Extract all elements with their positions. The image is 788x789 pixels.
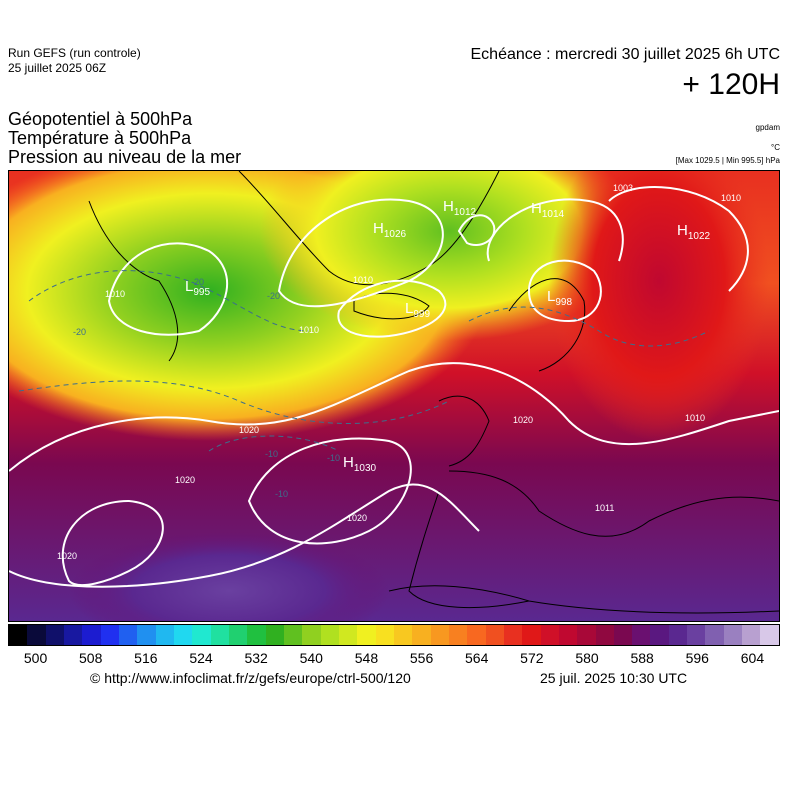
colorbar-swatch bbox=[540, 625, 559, 645]
isotherm-label: -10 bbox=[275, 489, 288, 499]
colorbar-tick-label: 524 bbox=[189, 650, 213, 666]
colorbar-swatch bbox=[173, 625, 193, 645]
weather-map-canvas: L995 H1026 H1012 H1014 L999 H1022 L998 H… bbox=[9, 171, 779, 621]
colorbar-swatch bbox=[118, 625, 138, 645]
colorbar-swatch bbox=[375, 625, 394, 645]
isobar-label: 1010 bbox=[721, 193, 741, 203]
colorbar-swatch bbox=[668, 625, 688, 645]
colorbar-swatch bbox=[650, 625, 669, 645]
colorbar-tick-label: 540 bbox=[299, 650, 323, 666]
parameter-geopotential: Géopotentiel à 500hPa bbox=[8, 109, 193, 129]
isotherm-label: -10 bbox=[265, 449, 278, 459]
colorbar-swatch bbox=[63, 625, 83, 645]
colorbar-tick-label: 508 bbox=[79, 650, 103, 666]
isotherm-label: -10 bbox=[327, 453, 340, 463]
colorbar-swatch bbox=[338, 625, 358, 645]
colorbar-swatch bbox=[82, 625, 101, 645]
colorbar-swatch bbox=[467, 625, 486, 645]
colorbar-swatch bbox=[210, 625, 229, 645]
run-date: 25 juillet 2025 06Z bbox=[8, 61, 107, 75]
colorbar-swatch bbox=[228, 625, 248, 645]
colorbar-tick-label: 580 bbox=[575, 650, 599, 666]
colorbar-swatch bbox=[27, 625, 46, 645]
unit-pressure-range: [Max 1029.5 | Min 995.5] hPa bbox=[675, 156, 780, 165]
issued-time: 25 juil. 2025 10:30 UTC bbox=[540, 670, 688, 686]
colorbar-swatch bbox=[448, 625, 468, 645]
isobar-label: 1011 bbox=[595, 503, 614, 513]
colorbar-swatch bbox=[558, 625, 578, 645]
colorbar-swatch bbox=[45, 625, 64, 645]
colorbar-swatch bbox=[100, 625, 119, 645]
warm-ridge-east bbox=[549, 171, 769, 441]
colorbar-swatch bbox=[137, 625, 156, 645]
isobar-label: 1020 bbox=[239, 425, 259, 435]
unit-geopotential: gpdam bbox=[755, 123, 780, 132]
colorbar-tick-label: 516 bbox=[134, 650, 158, 666]
colorbar-swatch bbox=[595, 625, 614, 645]
isobar-label: 1020 bbox=[513, 415, 533, 425]
geopotential-colorbar bbox=[8, 624, 780, 646]
colorbar-swatch bbox=[723, 625, 743, 645]
warm-core-south bbox=[69, 531, 389, 621]
isobar-label: 1010 bbox=[299, 325, 319, 335]
colorbar-tick-label: 596 bbox=[685, 650, 709, 666]
run-title: Run GEFS (run controle) bbox=[8, 46, 141, 60]
colorbar-tick-label: 588 bbox=[630, 650, 654, 666]
colorbar-swatch bbox=[485, 625, 504, 645]
colorbar-tick-label: 500 bbox=[23, 650, 48, 666]
colorbar-swatch bbox=[265, 625, 284, 645]
weather-map[interactable]: L995 H1026 H1012 H1014 L999 H1022 L998 H… bbox=[8, 170, 780, 622]
colorbar-swatch bbox=[430, 625, 449, 645]
isotherms bbox=[18, 270, 710, 452]
isobar-label: 1020 bbox=[347, 513, 367, 523]
colorbar-swatch bbox=[705, 625, 724, 645]
isotherm-label: -20 bbox=[267, 291, 280, 301]
isobar-label: 1003 bbox=[613, 183, 633, 193]
isotherm-label: -20 bbox=[73, 327, 86, 337]
colorbar-tick-label: 604 bbox=[740, 650, 765, 666]
colorbar-swatch bbox=[247, 625, 266, 645]
source-credit[interactable]: © http://www.infoclimat.fr/z/gefs/europe… bbox=[90, 670, 411, 686]
unit-temperature: °C bbox=[771, 143, 780, 152]
isobar-label: 1010 bbox=[353, 275, 373, 285]
colorbar-swatch bbox=[760, 625, 779, 645]
isotherm-label: -20 bbox=[191, 277, 204, 287]
colorbar-swatch bbox=[577, 625, 596, 645]
colorbar-tick-label: 548 bbox=[354, 650, 379, 666]
isobar-label: 1020 bbox=[175, 475, 195, 485]
colorbar-swatch bbox=[412, 625, 431, 645]
colorbar-swatch bbox=[302, 625, 321, 645]
colorbar-swatch bbox=[522, 625, 541, 645]
cold-pool-north bbox=[259, 171, 639, 341]
colorbar-swatch bbox=[192, 625, 211, 645]
colorbar-tick-label: 532 bbox=[244, 650, 268, 666]
colorbar-tick-label: 564 bbox=[465, 650, 489, 666]
colorbar-swatch bbox=[393, 625, 413, 645]
isobar-label: 1010 bbox=[105, 289, 125, 299]
lead-time: + 120H bbox=[682, 68, 780, 101]
parameter-temperature: Température à 500hPa bbox=[8, 128, 192, 148]
isobar-label: 1010 bbox=[685, 413, 705, 423]
colorbar-swatch bbox=[687, 625, 706, 645]
parameter-pressure: Pression au niveau de la mer bbox=[8, 147, 242, 167]
colorbar-swatch bbox=[9, 625, 28, 645]
colorbar-swatch bbox=[632, 625, 651, 645]
colorbar-swatch bbox=[155, 625, 174, 645]
colorbar-swatch bbox=[357, 625, 376, 645]
colorbar-tick-label: 556 bbox=[409, 650, 434, 666]
colorbar-swatch bbox=[613, 625, 633, 645]
isobars bbox=[9, 186, 779, 588]
colorbar-swatch bbox=[503, 625, 523, 645]
forecast-validity: Echéance : mercredi 30 juillet 2025 6h U… bbox=[470, 46, 781, 63]
colorbar-swatch bbox=[320, 625, 339, 645]
colorbar-tick-label: 572 bbox=[520, 650, 544, 666]
colorbar-swatch bbox=[742, 625, 761, 645]
isobar-label: 1020 bbox=[57, 551, 77, 561]
colorbar-swatch bbox=[283, 625, 303, 645]
